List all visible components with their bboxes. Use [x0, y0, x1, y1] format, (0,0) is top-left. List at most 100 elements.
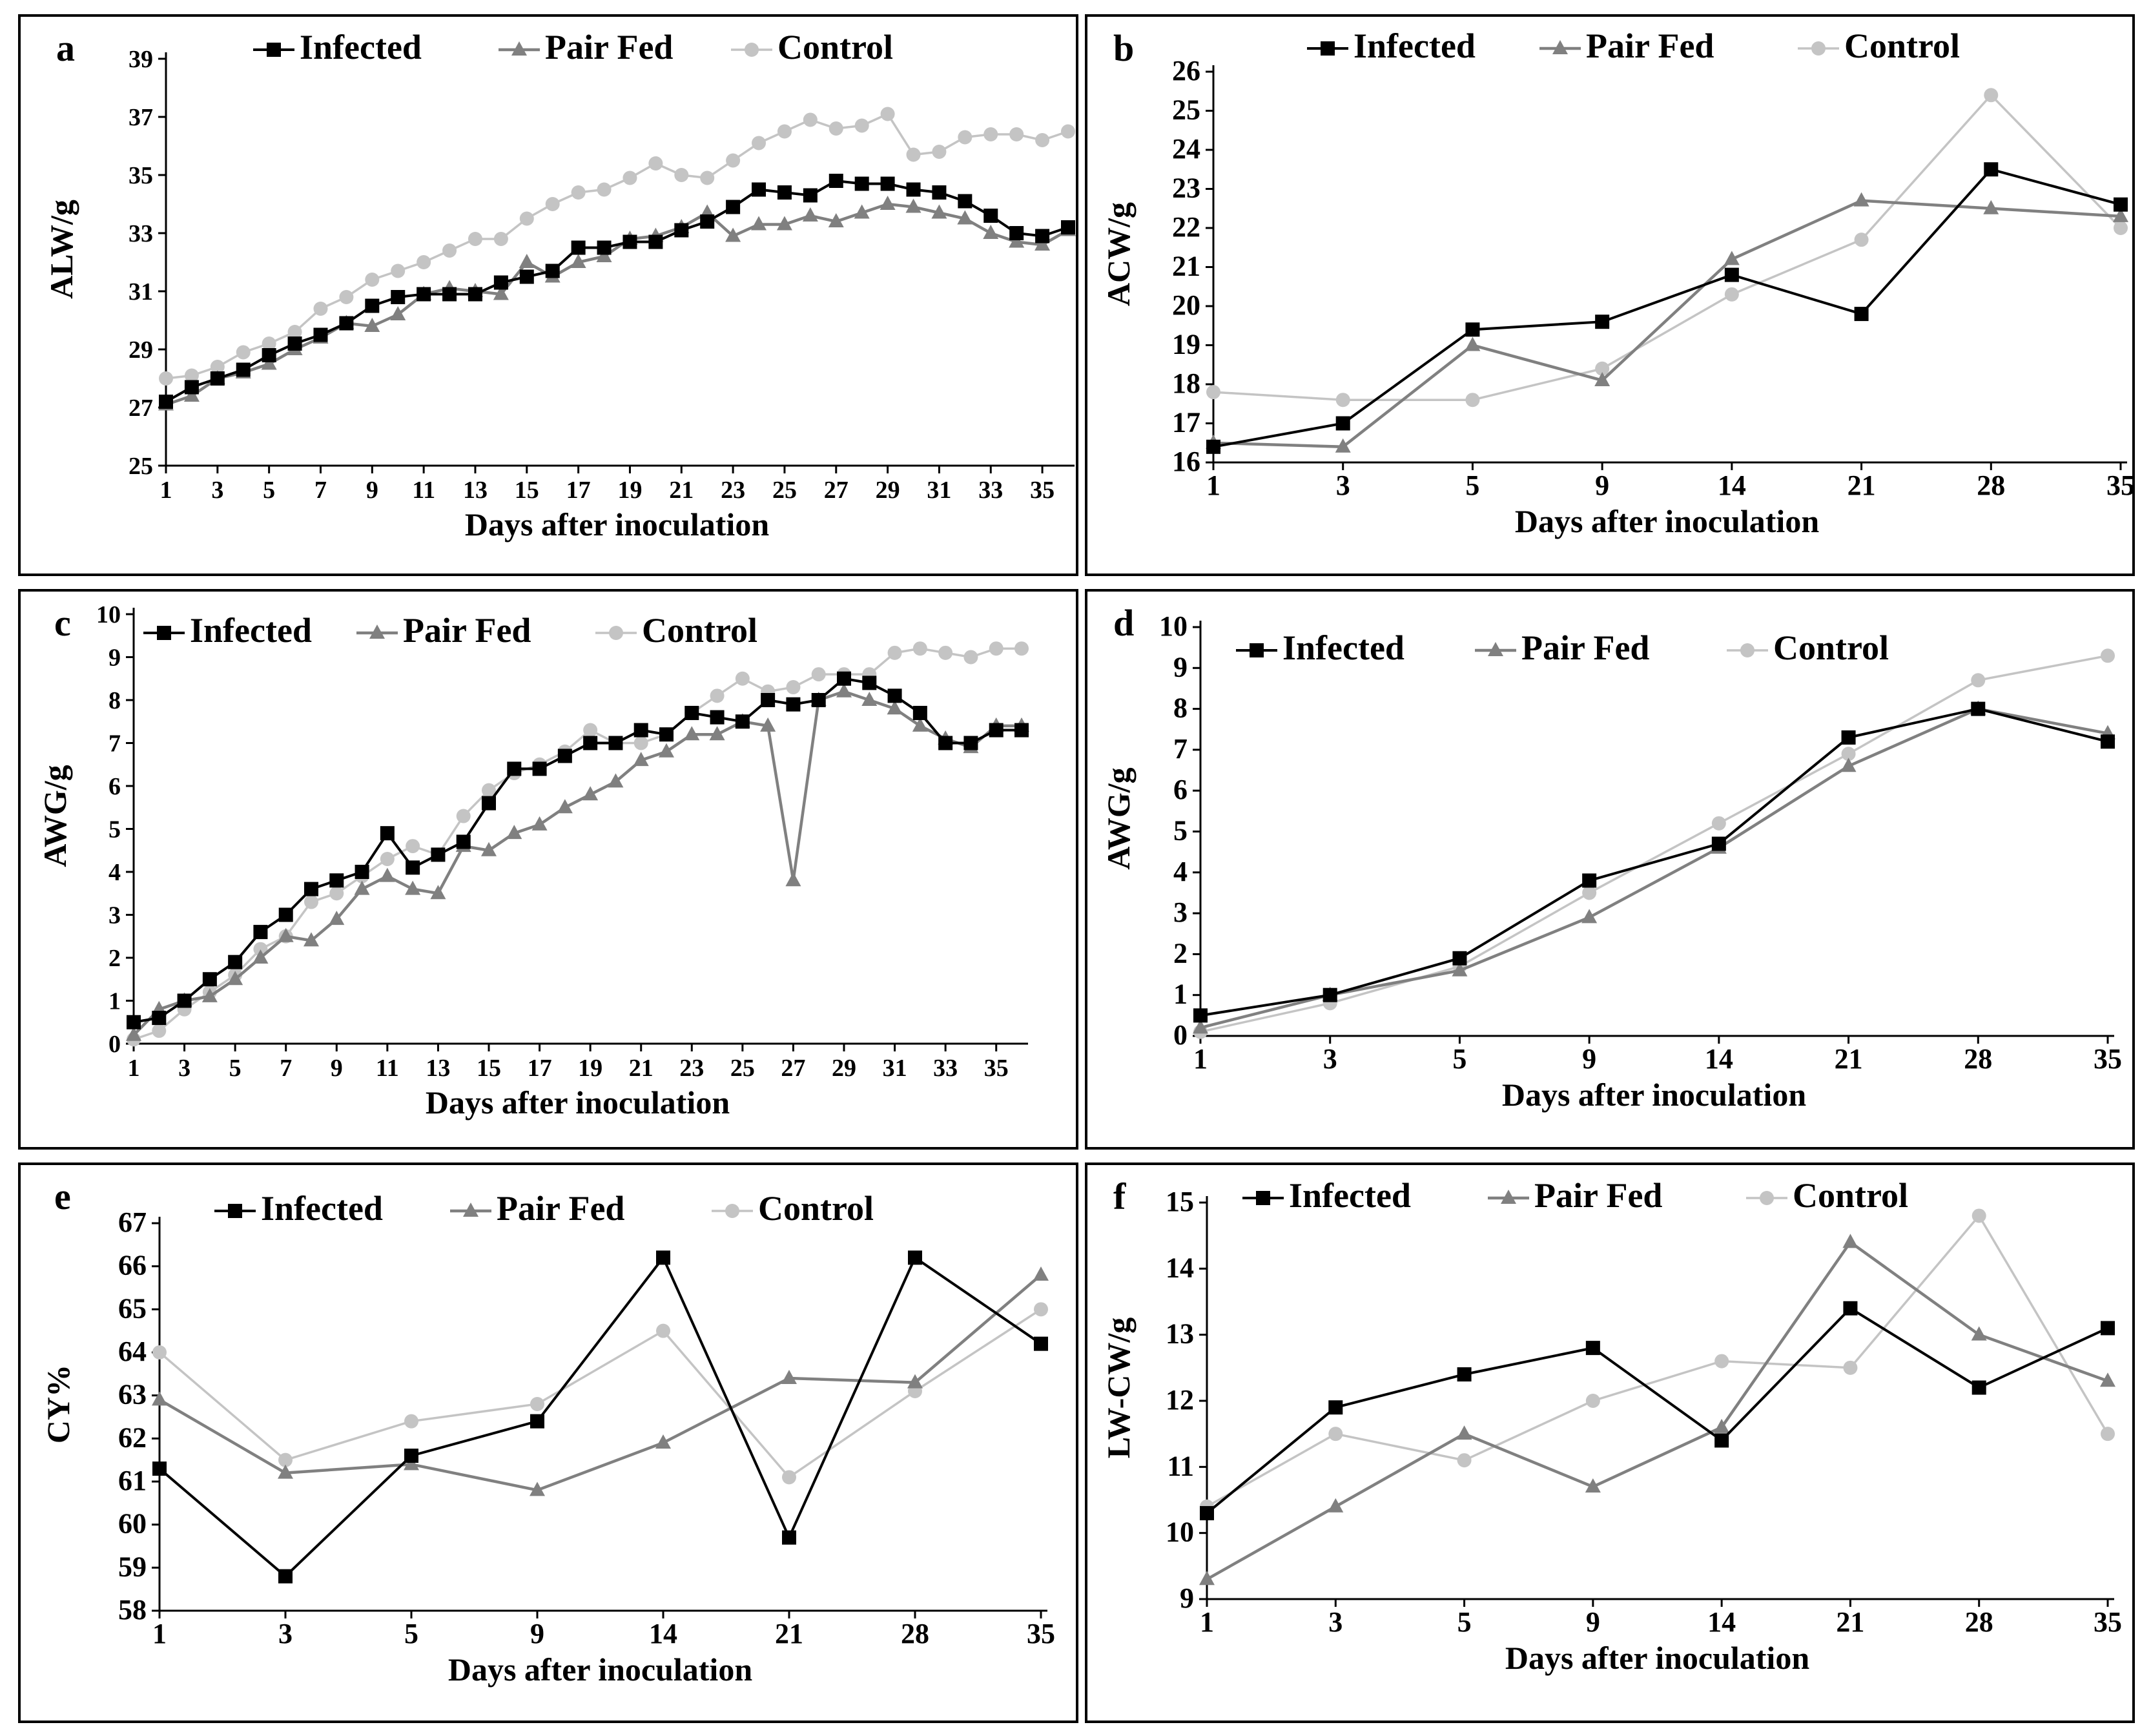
data-point — [760, 717, 776, 732]
data-point — [751, 216, 767, 231]
legend-marker — [1760, 1191, 1774, 1205]
legend-item-control: Control — [1727, 628, 1889, 667]
data-point — [236, 362, 251, 377]
data-point — [1983, 200, 1999, 214]
data-point — [530, 1397, 544, 1411]
data-point — [365, 298, 380, 313]
data-point — [482, 783, 496, 798]
legend-marker — [745, 43, 759, 57]
data-point — [983, 127, 998, 141]
data-point — [1009, 127, 1024, 141]
series-pairfed — [1193, 700, 2115, 1034]
y-tick-label: 5 — [108, 816, 121, 843]
y-tick-label: 6 — [1173, 774, 1188, 805]
data-point — [404, 1449, 418, 1463]
x-tick-label: 7 — [314, 477, 327, 504]
series-line — [158, 1274, 1042, 1492]
data-point — [836, 683, 852, 698]
data-point — [545, 197, 560, 211]
data-point — [656, 1323, 670, 1338]
y-tick-label: 21 — [1172, 251, 1200, 282]
data-point — [530, 1482, 545, 1496]
x-tick-label: 14 — [649, 1618, 677, 1649]
series-pairfed — [158, 196, 1076, 411]
data-point — [1714, 1418, 1730, 1433]
legend-item-pairfed: Pair Fed — [1488, 1176, 1662, 1215]
x-tick-label: 35 — [1027, 1618, 1055, 1649]
x-axis-title: Days after inoculation — [426, 1084, 730, 1121]
data-point — [735, 714, 750, 729]
data-point — [907, 1374, 923, 1389]
y-tick-label: 8 — [108, 687, 121, 714]
x-tick-label: 23 — [679, 1055, 704, 1082]
x-tick-label: 9 — [1595, 470, 1609, 501]
data-point — [880, 176, 895, 191]
series-line — [1206, 1214, 2109, 1508]
series-control — [1206, 88, 2128, 408]
data-point — [2101, 1321, 2115, 1336]
y-tick-label: 23 — [1172, 172, 1200, 204]
x-tick-label: 19 — [617, 477, 642, 504]
legend-label: Control — [1773, 628, 1889, 667]
data-point — [781, 1370, 797, 1384]
data-point — [253, 942, 268, 956]
data-point — [278, 1569, 293, 1584]
data-point — [1714, 1433, 1729, 1448]
x-tick-label: 5 — [229, 1055, 242, 1082]
data-point — [2114, 197, 2128, 212]
data-point — [709, 726, 725, 741]
y-tick-label: 2 — [1173, 937, 1188, 969]
y-tick-label: 25 — [1172, 94, 1200, 126]
data-point — [236, 345, 251, 360]
data-point — [1452, 962, 1468, 976]
legend-marker — [1488, 642, 1503, 656]
data-point — [828, 174, 843, 188]
data-point — [785, 872, 801, 887]
y-tick-label: 62 — [118, 1421, 147, 1453]
data-point — [380, 826, 395, 841]
data-point — [958, 130, 973, 145]
data-point — [700, 214, 715, 229]
data-point — [379, 867, 395, 882]
data-point — [468, 287, 482, 302]
y-tick-label: 16 — [1172, 446, 1200, 477]
data-point — [659, 727, 674, 742]
legend-marker — [228, 1204, 242, 1218]
data-point — [201, 987, 218, 1002]
data-point — [1841, 730, 1856, 745]
y-axis-title: CY% — [40, 1365, 76, 1443]
y-tick-label: 25 — [129, 453, 153, 480]
legend-marker — [157, 626, 171, 640]
data-point — [1335, 416, 1350, 431]
data-point — [159, 395, 173, 409]
data-point — [1034, 1302, 1048, 1317]
data-point — [1854, 232, 1869, 247]
series-pairfed — [1199, 1234, 2115, 1586]
data-point — [1199, 1571, 1215, 1586]
series-line — [158, 1255, 1042, 1578]
data-point — [202, 972, 217, 987]
data-point — [545, 264, 560, 278]
data-point — [2101, 1427, 2115, 1442]
data-point — [417, 287, 431, 302]
data-point — [1014, 723, 1029, 738]
x-tick-label: 1 — [1193, 1043, 1208, 1075]
data-point — [905, 198, 921, 213]
data-point — [278, 907, 293, 922]
legend-label: Infected — [1289, 1176, 1411, 1215]
panel-label: c — [54, 602, 71, 644]
data-point — [1585, 1394, 1600, 1408]
data-point — [1206, 439, 1220, 454]
data-point — [1457, 1367, 1472, 1382]
data-point — [177, 993, 192, 1008]
legend-item-pairfed: Pair Fed — [450, 1189, 624, 1228]
data-point — [583, 736, 598, 750]
legend-label: Control — [758, 1189, 874, 1228]
data-point — [507, 761, 522, 776]
x-tick-label: 1 — [1200, 1606, 1214, 1638]
x-tick-label: 28 — [901, 1618, 929, 1649]
legend: Infected Pair Fed Control — [253, 28, 893, 67]
x-tick-label: 5 — [1452, 1043, 1467, 1075]
x-tick-label: 29 — [876, 477, 900, 504]
data-point — [506, 825, 522, 840]
